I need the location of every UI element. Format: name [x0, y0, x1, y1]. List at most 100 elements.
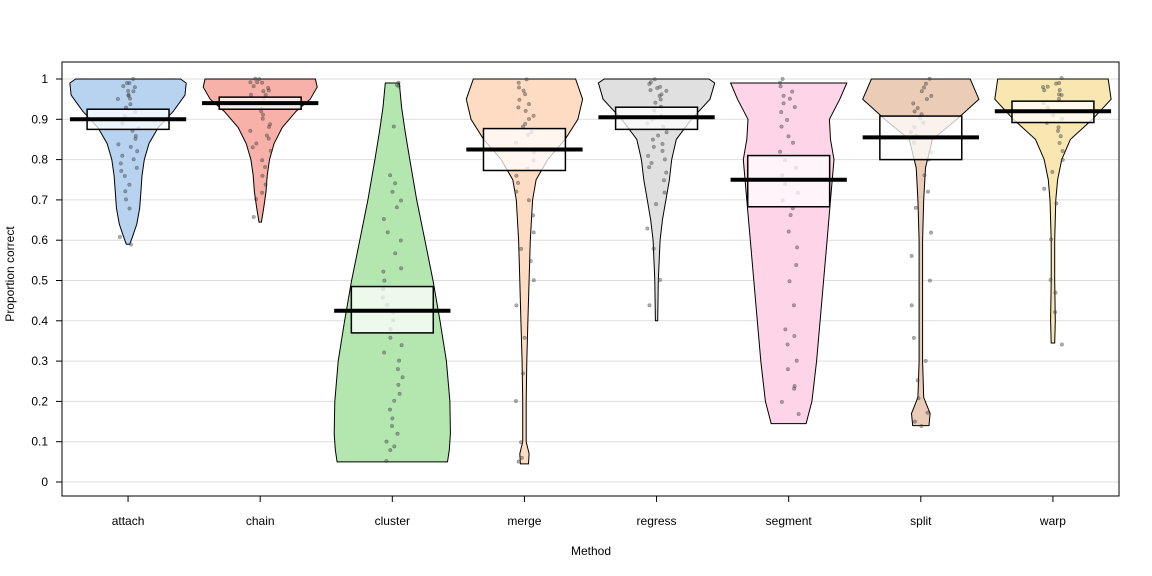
data-point	[647, 303, 652, 308]
x-tick-label: warp	[1039, 514, 1066, 528]
data-point	[1042, 88, 1047, 93]
data-point	[526, 102, 532, 107]
data-point	[1053, 290, 1058, 295]
data-point	[396, 382, 401, 387]
data-point	[661, 178, 667, 183]
data-point	[1053, 310, 1058, 315]
data-point	[1058, 134, 1063, 139]
data-point	[260, 112, 266, 117]
data-point	[398, 198, 404, 203]
data-point	[266, 85, 271, 91]
data-point	[786, 134, 791, 139]
data-point	[924, 97, 929, 102]
data-point	[779, 399, 784, 404]
data-point	[1059, 93, 1064, 98]
data-point	[251, 84, 256, 89]
data-point	[391, 124, 396, 129]
group-chain	[202, 76, 319, 223]
data-point	[912, 109, 917, 114]
data-point	[526, 116, 532, 122]
data-point	[134, 165, 139, 170]
data-point	[647, 165, 652, 170]
data-point	[515, 180, 521, 185]
data-point	[923, 358, 928, 363]
data-point	[263, 164, 268, 170]
data-point	[796, 411, 801, 417]
x-tick-label: regress	[637, 514, 677, 528]
group-cluster	[333, 80, 451, 464]
data-point	[133, 133, 138, 139]
data-point	[266, 136, 271, 141]
data-point	[795, 245, 800, 250]
y-tick-label: 0.3	[31, 354, 48, 368]
data-point	[389, 423, 395, 429]
data-point	[513, 399, 518, 404]
data-point	[266, 124, 272, 130]
data-point	[651, 144, 656, 149]
x-axis-title: Method	[571, 544, 611, 558]
data-point	[792, 333, 797, 339]
data-point	[127, 182, 132, 187]
data-point	[520, 371, 526, 376]
data-point	[260, 190, 265, 195]
data-point	[120, 153, 125, 158]
data-point	[123, 197, 129, 202]
data-point	[268, 148, 273, 153]
group-merge	[465, 77, 584, 465]
group-segment	[729, 76, 848, 425]
data-point	[388, 173, 393, 178]
data-point	[1057, 88, 1062, 93]
data-point	[1045, 84, 1050, 89]
data-point	[516, 105, 521, 110]
data-point	[790, 140, 796, 145]
data-point	[1060, 157, 1065, 162]
data-point	[116, 142, 121, 147]
data-point	[263, 182, 268, 187]
data-point	[381, 217, 386, 222]
data-point	[1050, 169, 1055, 174]
data-point	[394, 82, 400, 87]
data-point	[648, 88, 653, 93]
data-point	[254, 197, 259, 202]
data-point	[1054, 201, 1059, 206]
x-tick-label: segment	[766, 514, 813, 528]
x-tick-label: cluster	[375, 514, 410, 528]
data-point	[392, 398, 397, 403]
data-point	[780, 76, 785, 82]
data-point	[664, 88, 669, 93]
data-point	[126, 88, 131, 93]
data-point	[655, 86, 660, 91]
data-point	[390, 416, 395, 421]
data-point	[517, 97, 522, 102]
data-point	[1040, 85, 1046, 90]
data-point	[127, 96, 133, 101]
data-point	[790, 89, 795, 94]
data-point	[261, 89, 266, 94]
data-point	[127, 81, 132, 86]
y-axis: 0 0.1 0.2 0.3 0.4 0.5 0.6 0.7 0.8 0.9 1	[31, 72, 62, 489]
data-point	[919, 423, 924, 429]
data-point	[651, 246, 656, 251]
data-point	[646, 153, 651, 158]
x-tick-label: merge	[507, 514, 541, 528]
data-point	[785, 367, 790, 372]
data-point	[122, 173, 127, 179]
data-point	[779, 110, 784, 115]
data-point	[128, 102, 133, 107]
data-point	[916, 396, 921, 401]
data-point	[126, 92, 131, 97]
data-point	[395, 431, 400, 436]
data-point	[787, 96, 792, 101]
data-point	[662, 157, 667, 162]
data-point	[524, 77, 529, 82]
data-point	[518, 440, 524, 445]
data-point	[909, 303, 914, 308]
y-tick-label: 0.6	[31, 233, 48, 247]
data-point	[1048, 277, 1053, 282]
data-point	[400, 375, 405, 380]
data-point	[382, 350, 387, 355]
data-point	[384, 458, 389, 464]
group-layer	[69, 76, 1112, 465]
data-point	[399, 266, 404, 271]
